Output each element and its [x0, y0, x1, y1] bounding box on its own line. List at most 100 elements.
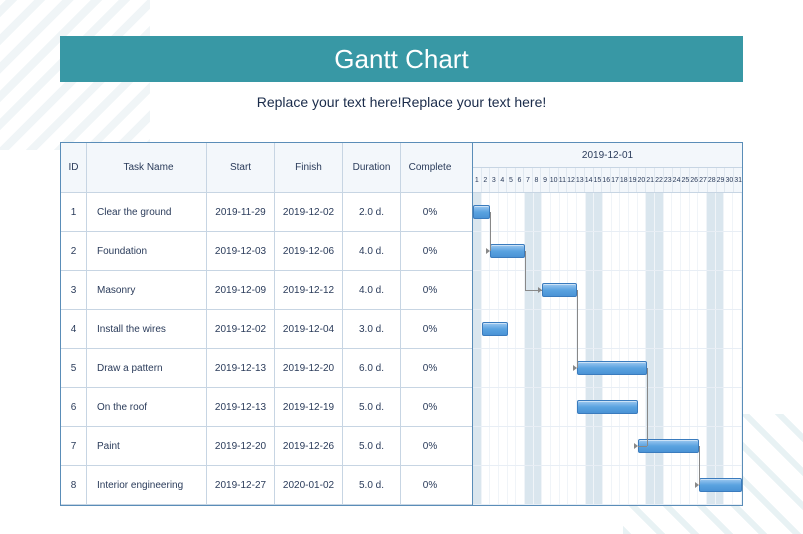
cell-finish: 2019-12-02	[275, 193, 343, 231]
table-row: 1Clear the ground2019-11-292019-12-022.0…	[61, 193, 472, 232]
cell-finish: 2020-01-02	[275, 466, 343, 504]
cell-start: 2019-12-09	[207, 271, 275, 309]
gantt-bar[interactable]	[638, 439, 699, 453]
cell-complete: 0%	[401, 271, 459, 309]
day-cell: 8	[533, 168, 542, 192]
chart-row	[473, 232, 742, 271]
day-cell: 10	[550, 168, 559, 192]
day-cell: 27	[699, 168, 708, 192]
day-cell: 7	[524, 168, 533, 192]
cell-name: Install the wires	[87, 310, 207, 348]
day-cell: 28	[708, 168, 717, 192]
chart-row	[473, 310, 742, 349]
subtitle: Replace your text here!Replace your text…	[0, 94, 803, 110]
gantt-bar[interactable]	[542, 283, 577, 297]
day-cell: 9	[541, 168, 550, 192]
cell-complete: 0%	[401, 466, 459, 504]
day-cell: 22	[655, 168, 664, 192]
cell-finish: 2019-12-12	[275, 271, 343, 309]
cell-complete: 0%	[401, 349, 459, 387]
cell-duration: 5.0 d.	[343, 466, 401, 504]
cell-duration: 6.0 d.	[343, 349, 401, 387]
table-row: 7Paint2019-12-202019-12-265.0 d.0%	[61, 427, 472, 466]
gantt-chart: ID Task Name Start Finish Duration Compl…	[60, 142, 743, 506]
cell-complete: 0%	[401, 193, 459, 231]
cell-name: Masonry	[87, 271, 207, 309]
day-cell: 31	[734, 168, 742, 192]
day-cell: 12	[567, 168, 576, 192]
cell-id: 3	[61, 271, 87, 309]
day-cell: 14	[585, 168, 594, 192]
cell-id: 6	[61, 388, 87, 426]
cell-id: 5	[61, 349, 87, 387]
cell-id: 2	[61, 232, 87, 270]
cell-start: 2019-12-20	[207, 427, 275, 465]
day-cell: 23	[664, 168, 673, 192]
connector-arrow-icon	[486, 248, 490, 254]
cell-name: On the roof	[87, 388, 207, 426]
day-cell: 11	[559, 168, 568, 192]
cell-id: 4	[61, 310, 87, 348]
gantt-bar[interactable]	[482, 322, 508, 336]
day-row: 1234567891011121314151617181920212223242…	[473, 168, 742, 192]
day-cell: 30	[725, 168, 734, 192]
chart-row	[473, 388, 742, 427]
header-name: Task Name	[87, 143, 207, 192]
cell-duration: 3.0 d.	[343, 310, 401, 348]
cell-start: 2019-12-13	[207, 349, 275, 387]
table-row: 2Foundation2019-12-032019-12-064.0 d.0%	[61, 232, 472, 271]
cell-complete: 0%	[401, 232, 459, 270]
day-cell: 3	[490, 168, 499, 192]
day-cell: 29	[717, 168, 726, 192]
cell-start: 2019-12-13	[207, 388, 275, 426]
cell-complete: 0%	[401, 388, 459, 426]
timeline-header: 2019-12-01 12345678910111213141516171819…	[473, 143, 742, 193]
header-start: Start	[207, 143, 275, 192]
cell-name: Interior engineering	[87, 466, 207, 504]
day-cell: 21	[646, 168, 655, 192]
chart-row	[473, 349, 742, 388]
gantt-bar[interactable]	[577, 361, 646, 375]
cell-duration: 5.0 d.	[343, 388, 401, 426]
cell-finish: 2019-12-20	[275, 349, 343, 387]
chart-row	[473, 466, 742, 505]
cell-duration: 4.0 d.	[343, 232, 401, 270]
cell-duration: 2.0 d.	[343, 193, 401, 231]
day-cell: 17	[611, 168, 620, 192]
task-table: ID Task Name Start Finish Duration Compl…	[61, 143, 473, 505]
cell-id: 1	[61, 193, 87, 231]
connector-arrow-icon	[538, 287, 542, 293]
gantt-bar[interactable]	[577, 400, 638, 414]
cell-finish: 2019-12-06	[275, 232, 343, 270]
day-cell: 24	[673, 168, 682, 192]
cell-name: Foundation	[87, 232, 207, 270]
gantt-bar[interactable]	[699, 478, 742, 492]
month-label: 2019-12-01	[473, 143, 742, 168]
chart-row	[473, 427, 742, 466]
cell-name: Draw a pattern	[87, 349, 207, 387]
chart-row	[473, 193, 742, 232]
connector-arrow-icon	[573, 365, 577, 371]
day-cell: 20	[637, 168, 646, 192]
day-cell: 2	[482, 168, 491, 192]
cell-duration: 5.0 d.	[343, 427, 401, 465]
day-cell: 6	[516, 168, 525, 192]
day-cell: 4	[499, 168, 508, 192]
cell-complete: 0%	[401, 310, 459, 348]
connector-arrow-icon	[695, 482, 699, 488]
connector-arrow-icon	[634, 443, 638, 449]
cell-start: 2019-12-03	[207, 232, 275, 270]
day-cell: 15	[594, 168, 603, 192]
page-title: Gantt Chart	[60, 36, 743, 82]
header-complete: Complete	[401, 143, 459, 192]
gantt-bar[interactable]	[490, 244, 525, 258]
cell-duration: 4.0 d.	[343, 271, 401, 309]
day-cell: 13	[576, 168, 585, 192]
gantt-bar[interactable]	[473, 205, 490, 219]
cell-finish: 2019-12-26	[275, 427, 343, 465]
table-row: 8Interior engineering2019-12-272020-01-0…	[61, 466, 472, 505]
cell-start: 2019-11-29	[207, 193, 275, 231]
chart-row	[473, 271, 742, 310]
chart-body	[473, 193, 742, 505]
cell-finish: 2019-12-04	[275, 310, 343, 348]
